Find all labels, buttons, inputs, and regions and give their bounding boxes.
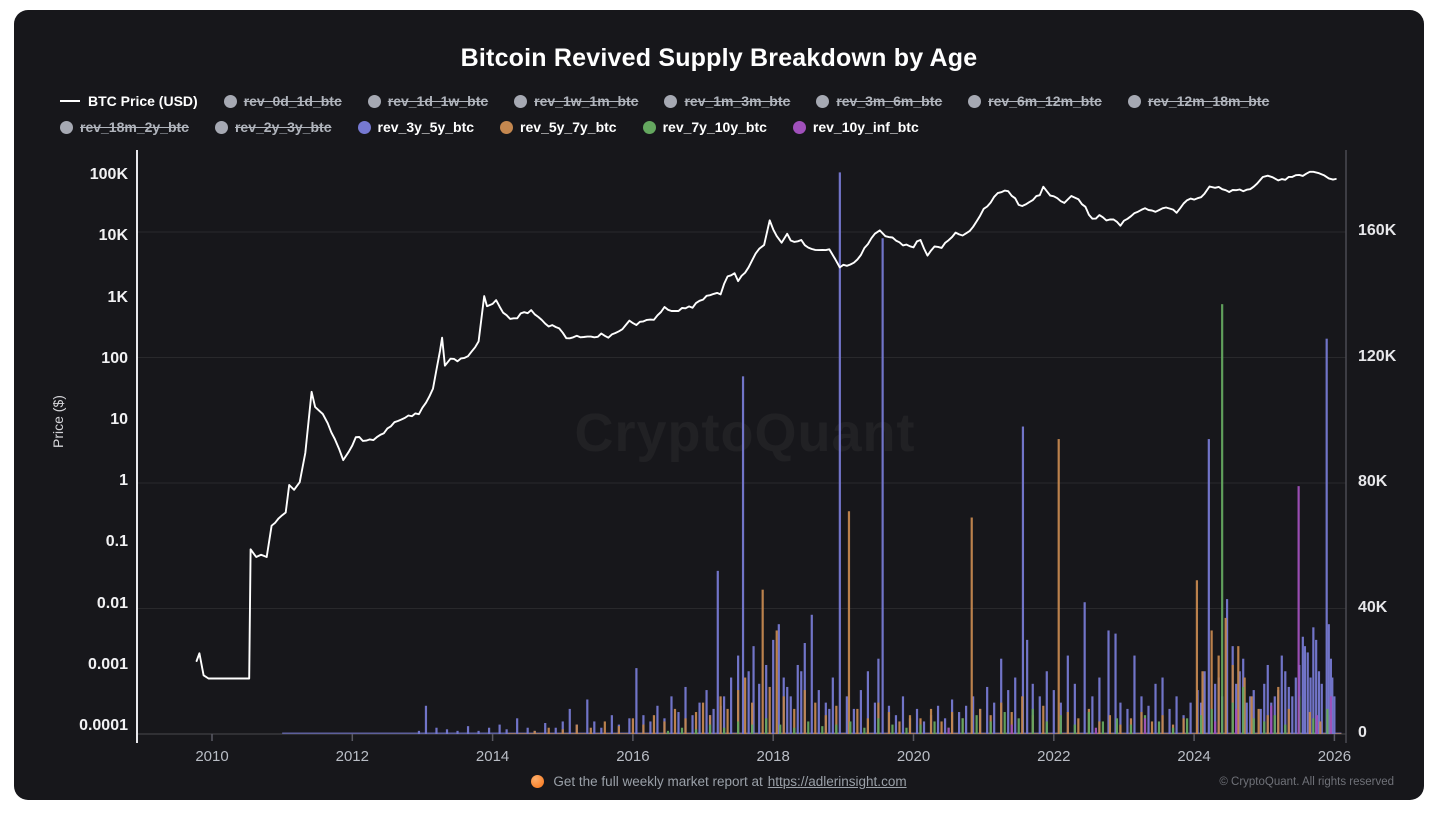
dot-swatch-icon — [1127, 94, 1141, 108]
x-axis-tick-label: 2014 — [475, 748, 510, 765]
footer-link[interactable]: https://adlerinsight.com — [767, 774, 907, 789]
legend-item-label: rev_5y_7y_btc — [520, 119, 617, 135]
x-axis-tick-label: 2016 — [616, 748, 650, 765]
x-axis-tick-label: 2020 — [896, 748, 931, 765]
legend-item-btc-price-usd-[interactable]: BTC Price (USD) — [60, 93, 198, 109]
right-axis-tick-label: 0 — [1358, 724, 1367, 741]
right-axis-tick-label: 120K — [1358, 347, 1397, 365]
legend-item-label: rev_1m_3m_btc — [684, 93, 791, 109]
gridlines — [137, 231, 1346, 735]
dot-swatch-icon — [223, 94, 237, 108]
page-title: Bitcoin Revived Supply Breakdown by Age — [460, 44, 978, 72]
legend-item-rev-7y-10y-btc[interactable]: rev_7y_10y_btc — [642, 119, 767, 135]
left-axis-tick-label: 100 — [101, 349, 128, 367]
legend-item-label: rev_12m_18m_btc — [1147, 93, 1270, 109]
right-axis-tick-label: 40K — [1358, 598, 1388, 616]
left-axis-tick-label: 10K — [98, 227, 128, 245]
legend-item-rev-1m-3m-btc[interactable]: rev_1m_3m_btc — [664, 93, 790, 109]
left-axis-tick-label: 100K — [89, 166, 128, 184]
x-axis-tick-label: 2010 — [195, 748, 229, 765]
legend-item-rev-1w-1m-btc[interactable]: rev_1w_1m_btc — [514, 93, 638, 109]
legend-item-label: rev_3m_6m_btc — [836, 93, 943, 109]
bars-rev_5y_7y_btc — [533, 439, 1332, 734]
y-axis-title: Price ($) — [50, 395, 66, 448]
legend-item-label: rev_6m_12m_btc — [988, 93, 1102, 109]
legend-item-rev-3y-5y-btc[interactable]: rev_3y_5y_btc — [357, 119, 475, 135]
footer-text: Get the full weekly market report at — [553, 774, 763, 789]
right-axis-tick-label: 80K — [1358, 473, 1388, 490]
left-axis-tick-label: 0.0001 — [79, 717, 128, 734]
legend-item-rev-10y-inf-btc[interactable]: rev_10y_inf_btc — [792, 119, 919, 135]
line-swatch-icon — [60, 99, 80, 103]
dot-swatch-icon — [60, 120, 73, 134]
dot-swatch-icon — [500, 120, 514, 134]
legend-item-rev-1d-1w-btc[interactable]: rev_1d_1w_btc — [367, 93, 489, 109]
legend-item-rev-6m-12m-btc[interactable]: rev_6m_12m_btc — [968, 93, 1102, 109]
legend-item-rev-3m-6m-btc[interactable]: rev_3m_6m_btc — [816, 93, 942, 109]
left-axis-tick-label: 0.001 — [87, 655, 128, 673]
dot-swatch-icon — [816, 94, 830, 108]
bars-rev_10y_inf_btc — [947, 486, 1332, 734]
orange-dot-icon — [531, 775, 545, 788]
footer-banner: Get the full weekly market report at htt… — [14, 774, 1424, 789]
legend-item-label: rev_1d_1w_btc — [387, 93, 489, 109]
left-axis-tick-label: 1 — [119, 472, 128, 490]
legend: BTC Price (USD) rev_0d_1d_btc rev_1d_1w_bt… — [60, 88, 1400, 140]
legend-item-label: rev_18m_2y_btc — [80, 119, 189, 135]
legend-row-1: BTC Price (USD) rev_0d_1d_btc rev_1d_1w_bt… — [60, 88, 1400, 114]
chart-card: Bitcoin Revived Supply Breakdown by Age … — [14, 10, 1424, 800]
legend-item-rev-5y-7y-btc[interactable]: rev_5y_7y_btc — [500, 119, 617, 135]
dot-swatch-icon — [642, 120, 656, 134]
left-axis-tick-label: 10 — [110, 411, 128, 428]
dot-swatch-icon — [792, 120, 806, 134]
x-axis-tick-label: 2012 — [335, 748, 369, 765]
left-axis-tick-label: 1K — [107, 288, 128, 306]
dot-swatch-icon — [367, 94, 381, 108]
legend-item-label: rev_10y_inf_btc — [812, 119, 919, 135]
legend-item-label: rev_7y_10y_btc — [662, 119, 767, 135]
bars-rev_7y_10y_btc — [666, 304, 1329, 734]
dot-swatch-icon — [968, 94, 982, 108]
legend-item-rev-0d-1d-btc[interactable]: rev_0d_1d_btc — [223, 93, 342, 109]
legend-item-label: BTC Price (USD) — [88, 93, 198, 109]
chart-plot — [136, 150, 1347, 743]
copyright-text: © CryptoQuant. All rights reserved — [1219, 776, 1394, 788]
legend-item-label: rev_0d_1d_btc — [243, 93, 342, 109]
legend-item-label: rev_3y_5y_btc — [377, 119, 475, 135]
legend-item-rev-18m-2y-btc[interactable]: rev_18m_2y_btc — [60, 119, 189, 135]
legend-item-rev-12m-18m-btc[interactable]: rev_12m_18m_btc — [1127, 93, 1270, 109]
x-axis-tick-label: 2024 — [1177, 748, 1211, 765]
x-axis-tick-label: 2018 — [756, 748, 790, 765]
left-axis-tick-label: 0.1 — [105, 533, 128, 551]
dot-swatch-icon — [214, 120, 228, 134]
right-axis-tick-label: 160K — [1358, 222, 1397, 239]
legend-item-label: rev_2y_3y_btc — [234, 119, 332, 135]
btc-price-line — [195, 170, 1337, 680]
dot-swatch-icon — [664, 94, 678, 108]
legend-item-rev-2y-3y-btc[interactable]: rev_2y_3y_btc — [214, 119, 332, 135]
dot-swatch-icon — [357, 120, 371, 134]
x-axis-tick-label: 2026 — [1317, 748, 1352, 765]
x-axis-tick-label: 2022 — [1037, 748, 1071, 765]
left-axis-tick-label: 0.01 — [96, 594, 128, 612]
dot-swatch-icon — [514, 94, 528, 108]
legend-item-label: rev_1w_1m_btc — [534, 93, 639, 109]
legend-row-2: rev_18m_2y_btc rev_2y_3y_btc rev_3y_5y_btc… — [60, 114, 1400, 140]
